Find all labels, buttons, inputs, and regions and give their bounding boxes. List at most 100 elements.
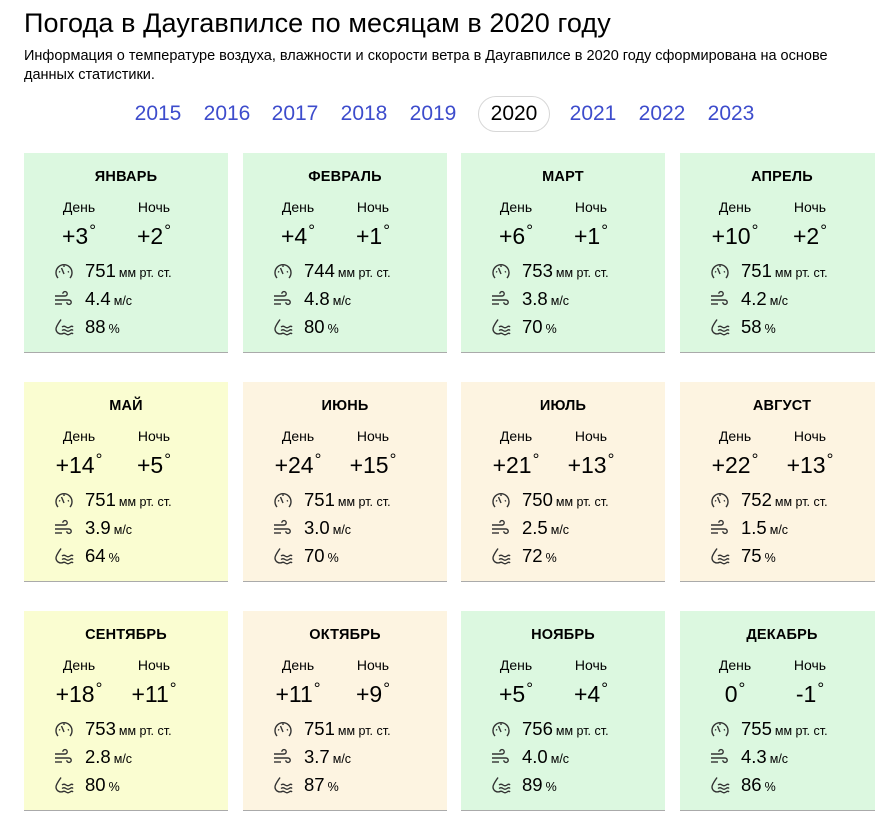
humidity-icon (711, 777, 730, 794)
day-temperature: +18° (39, 679, 119, 708)
month-card-10[interactable]: ОКТЯБРЬ День Ночь +11° +9° 751 мм рт. ст.… (243, 611, 447, 811)
wind-icon (274, 290, 291, 306)
humidity-unit: % (327, 780, 339, 794)
humidity-icon (274, 548, 293, 565)
month-card-8[interactable]: АВГУСТ День Ночь +22° +13° 752 мм рт. ст.… (680, 382, 875, 582)
humidity-unit: % (764, 322, 776, 336)
pressure-unit: мм рт. ст. (555, 266, 609, 280)
month-card-11[interactable]: НОЯБРЬ День Ночь +5° +4° 756 мм рт. ст. 4… (461, 611, 665, 811)
humidity-value: 70% (304, 545, 339, 569)
day-temperature-value: +24 (274, 452, 314, 478)
degree-sign: ° (738, 679, 746, 698)
wind-value: 4.3 м/с (741, 746, 788, 770)
pressure-value: 753 мм рт. ст. (85, 718, 172, 742)
month-card-1[interactable]: ЯНВАРЬ День Ночь +3° +2° 751 мм рт. ст. 4… (24, 153, 228, 353)
night-temperature: -1° (770, 679, 850, 708)
year-link-2019[interactable]: 2019 (409, 102, 457, 125)
wind-icon (274, 519, 291, 535)
year-link-2023[interactable]: 2023 (707, 102, 755, 125)
year-link-2021[interactable]: 2021 (569, 102, 617, 125)
pressure-number: 750 (522, 489, 553, 510)
gauge-icon (492, 722, 510, 737)
humidity-number: 64 (85, 545, 106, 566)
pressure-number: 751 (85, 489, 116, 510)
wind-value: 3.0 м/с (304, 517, 351, 541)
degree-sign: ° (89, 221, 97, 240)
day-label: День (62, 428, 96, 444)
humidity-unit: % (545, 551, 557, 565)
pressure-number: 755 (741, 718, 772, 739)
month-card-9[interactable]: СЕНТЯБРЬ День Ночь +18° +11° 753 мм рт. с… (24, 611, 228, 811)
wind-unit: м/с (113, 523, 133, 537)
night-temperature: +9° (333, 679, 413, 708)
month-name: НОЯБРЬ (531, 627, 595, 643)
degree-sign: ° (526, 679, 534, 698)
month-name: ДЕКАБРЬ (746, 627, 818, 643)
month-card-2[interactable]: ФЕВРАЛЬ День Ночь +4° +1° 744 мм рт. ст. … (243, 153, 447, 353)
day-temperature-value: +14 (55, 452, 95, 478)
pressure-value: 751 мм рт. ст. (304, 489, 391, 513)
year-selector: 2015 2016 2017 2018 2019 2020 2021 2022 … (0, 0, 875, 140)
pressure-value: 751 мм рт. ст. (304, 718, 391, 742)
month-card-12[interactable]: ДЕКАБРЬ День Ночь 0° -1° 755 мм рт. ст. 4… (680, 611, 875, 811)
pressure-number: 756 (522, 718, 553, 739)
humidity-number: 87 (304, 774, 325, 795)
degree-sign: ° (164, 450, 172, 469)
pressure-value: 750 мм рт. ст. (522, 489, 609, 513)
pressure-unit: мм рт. ст. (118, 266, 172, 280)
year-link-2015[interactable]: 2015 (134, 102, 182, 125)
year-selected-2020[interactable]: 2020 (478, 96, 550, 132)
wind-unit: м/с (332, 752, 352, 766)
pressure-value: 756 мм рт. ст. (522, 718, 609, 742)
degree-sign: ° (526, 221, 534, 240)
day-label: День (281, 428, 315, 444)
month-card-5[interactable]: МАЙ День Ночь +14° +5° 751 мм рт. ст. 3.9… (24, 382, 228, 582)
degree-sign: ° (308, 221, 316, 240)
degree-sign: ° (169, 679, 177, 698)
humidity-number: 80 (304, 316, 325, 337)
day-temperature-value: +6 (498, 223, 526, 249)
day-temperature: 0° (695, 679, 775, 708)
night-label: Ночь (793, 199, 827, 215)
wind-value: 2.8 м/с (85, 746, 132, 770)
wind-number: 3.0 (304, 517, 330, 538)
gauge-icon (492, 264, 510, 279)
month-card-7[interactable]: ИЮЛЬ День Ночь +21° +13° 750 мм рт. ст. 2… (461, 382, 665, 582)
humidity-icon (274, 777, 293, 794)
humidity-unit: % (545, 780, 557, 794)
year-link-2017[interactable]: 2017 (271, 102, 319, 125)
month-card-3[interactable]: МАРТ День Ночь +6° +1° 753 мм рт. ст. 3.8… (461, 153, 665, 353)
night-temperature: +2° (770, 221, 850, 250)
night-label: Ночь (356, 199, 390, 215)
wind-unit: м/с (769, 294, 789, 308)
night-temperature-value: +4 (573, 681, 601, 707)
month-card-6[interactable]: ИЮНЬ День Ночь +24° +15° 751 мм рт. ст. 3… (243, 382, 447, 582)
night-temperature: +15° (333, 450, 413, 479)
humidity-value: 72% (522, 545, 557, 569)
night-temperature-value: +1 (355, 223, 383, 249)
wind-number: 3.9 (85, 517, 111, 538)
humidity-icon (55, 548, 74, 565)
night-temperature: +13° (770, 450, 850, 479)
wind-icon (711, 748, 728, 764)
humidity-value: 75% (741, 545, 776, 569)
wind-unit: м/с (332, 294, 352, 308)
humidity-unit: % (764, 780, 776, 794)
degree-sign: ° (751, 221, 759, 240)
wind-icon (492, 519, 509, 535)
wind-icon (492, 748, 509, 764)
month-card-4[interactable]: АПРЕЛЬ День Ночь +10° +2° 751 мм рт. ст. … (680, 153, 875, 353)
pressure-value: 755 мм рт. ст. (741, 718, 828, 742)
year-link-2016[interactable]: 2016 (203, 102, 251, 125)
night-temperature: +5° (114, 450, 194, 479)
pressure-value: 751 мм рт. ст. (85, 260, 172, 284)
night-temperature: +4° (551, 679, 631, 708)
day-temperature: +4° (258, 221, 338, 250)
pressure-value: 753 мм рт. ст. (522, 260, 609, 284)
year-link-2018[interactable]: 2018 (340, 102, 388, 125)
humidity-unit: % (327, 551, 339, 565)
wind-value: 3.8 м/с (522, 288, 569, 312)
night-temperature: +1° (333, 221, 413, 250)
year-link-2022[interactable]: 2022 (638, 102, 686, 125)
humidity-number: 58 (741, 316, 762, 337)
